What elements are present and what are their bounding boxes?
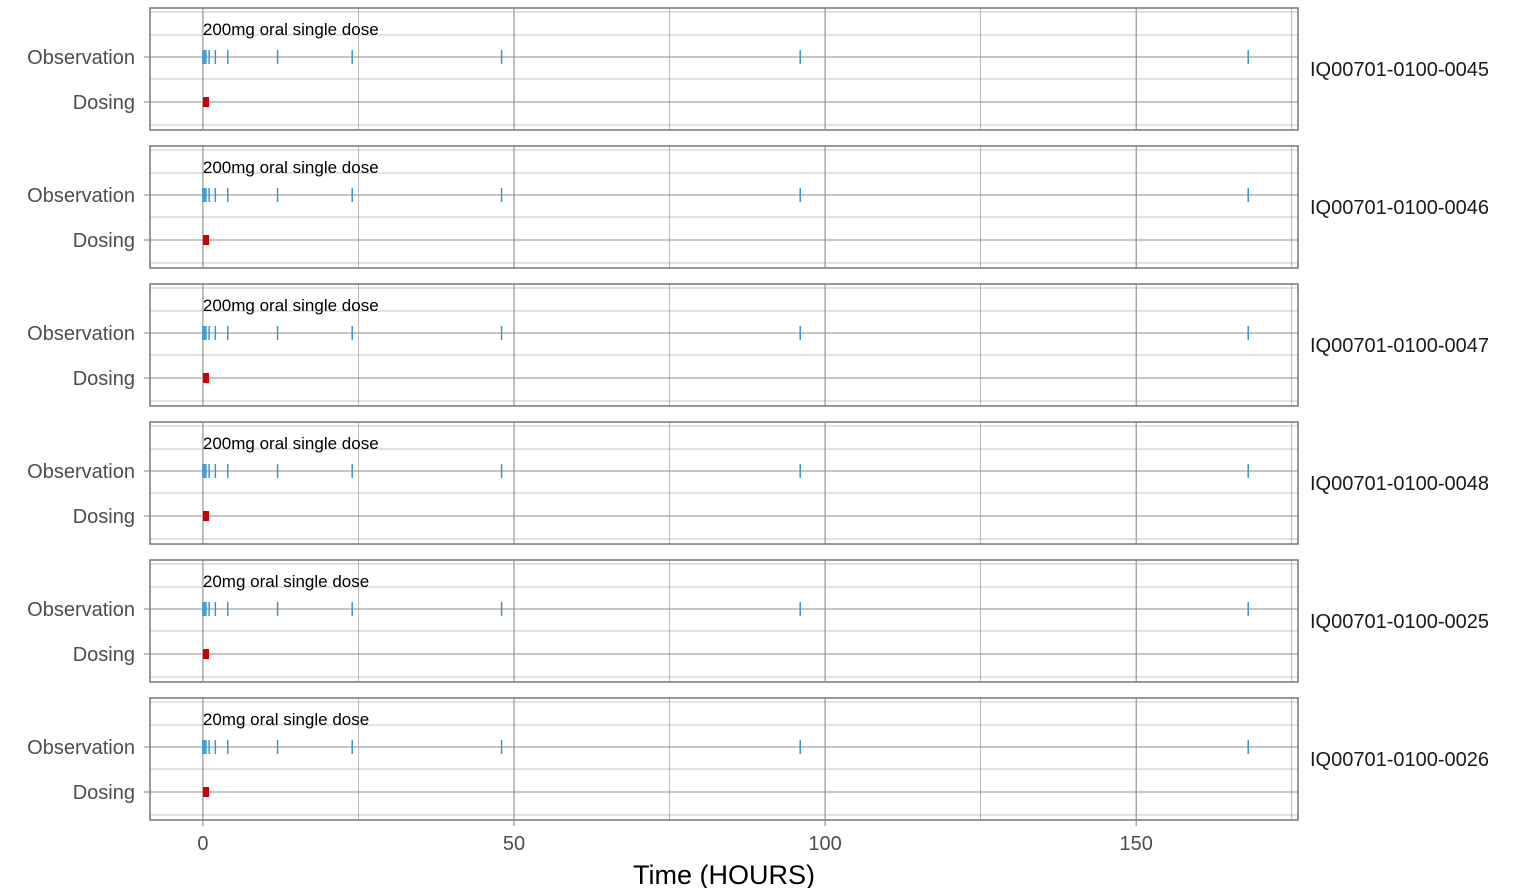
x-axis-title: Time (HOURS) (633, 860, 815, 888)
panel-border (149, 7, 1299, 131)
panel-strip-label: IQ00701-0100-0026 (1310, 749, 1489, 771)
panel-annotation: 200mg oral single dose (203, 296, 379, 315)
y-tick-label: Observation (27, 461, 135, 483)
x-tick-label: 50 (503, 833, 525, 855)
dosing-event-mark (203, 373, 209, 383)
x-tick-label: 100 (808, 833, 841, 855)
panel-annotation: 20mg oral single dose (203, 710, 369, 729)
panel-background (150, 8, 1298, 130)
panel-strip-label: IQ00701-0100-0045 (1310, 59, 1489, 81)
panel-strip-label: IQ00701-0100-0025 (1310, 611, 1489, 633)
dosing-event-mark (203, 511, 209, 521)
y-tick-label: Observation (27, 599, 135, 621)
dosing-event-mark (203, 235, 209, 245)
y-tick-label: Observation (27, 47, 135, 69)
panel-border (149, 559, 1299, 683)
panel-border (149, 697, 1299, 821)
panel-background (150, 422, 1298, 544)
panel-border (149, 283, 1299, 407)
dosing-event-mark (203, 649, 209, 659)
panel-border (149, 421, 1299, 545)
panel-background (150, 146, 1298, 268)
panel-strip-label: IQ00701-0100-0048 (1310, 473, 1489, 495)
panel-background (150, 560, 1298, 682)
y-tick-label: Observation (27, 737, 135, 759)
panel-annotation: 200mg oral single dose (203, 158, 379, 177)
panel-annotation: 200mg oral single dose (203, 20, 379, 39)
panel-background (150, 698, 1298, 820)
dosing-event-mark (203, 97, 209, 107)
x-tick-label: 0 (197, 833, 208, 855)
panel-strip-label: IQ00701-0100-0046 (1310, 197, 1489, 219)
x-tick-label: 150 (1120, 833, 1153, 855)
panel-annotation: 20mg oral single dose (203, 572, 369, 591)
panel-annotation: 200mg oral single dose (203, 434, 379, 453)
dosing-event-mark (203, 787, 209, 797)
y-tick-label: Dosing (73, 506, 135, 528)
y-tick-label: Observation (27, 185, 135, 207)
y-tick-label: Dosing (73, 230, 135, 252)
y-tick-label: Observation (27, 323, 135, 345)
panel-border (149, 145, 1299, 269)
y-tick-label: Dosing (73, 782, 135, 804)
panel-strip-label: IQ00701-0100-0047 (1310, 335, 1489, 357)
y-tick-label: Dosing (73, 92, 135, 114)
y-tick-label: Dosing (73, 644, 135, 666)
y-tick-label: Dosing (73, 368, 135, 390)
panel-background (150, 284, 1298, 406)
